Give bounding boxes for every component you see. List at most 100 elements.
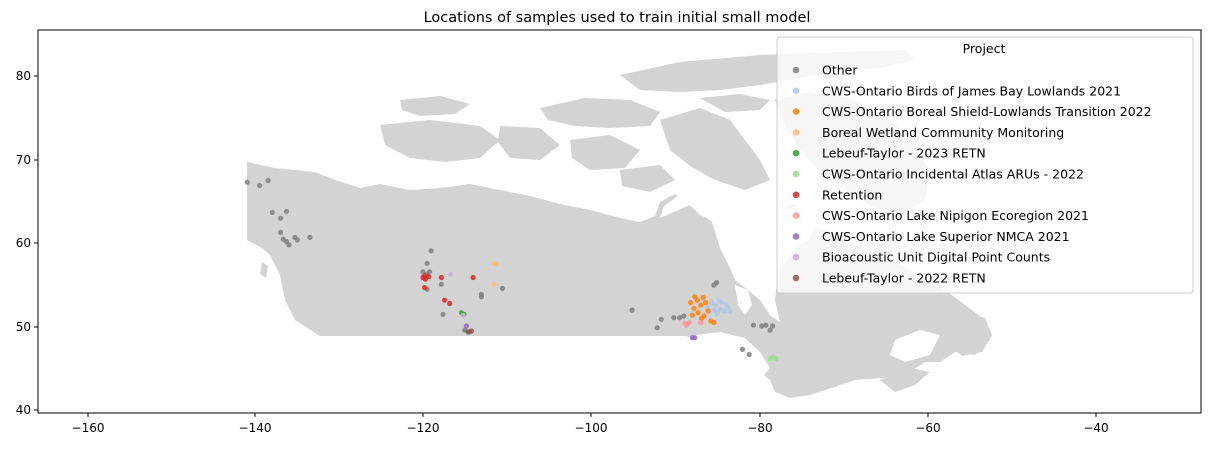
- sample-point: [711, 320, 717, 326]
- sample-point: [695, 310, 701, 316]
- sample-point: [278, 229, 284, 235]
- sample-point: [427, 269, 433, 275]
- sample-point: [716, 298, 722, 304]
- arctic-island: [400, 96, 470, 116]
- legend-marker: [792, 66, 800, 74]
- great-lakes: [690, 332, 770, 380]
- sample-points-layer: [244, 177, 779, 362]
- legend-label: CWS-Ontario Lake Superior NMCA 2021: [822, 229, 1070, 244]
- sample-point: [713, 302, 719, 308]
- arctic-island: [660, 108, 770, 190]
- vancouver-island: [312, 295, 335, 314]
- legend-entries: Other CWS-Ontario Birds of James Bay Lowl…: [792, 63, 1152, 286]
- sample-point: [708, 300, 715, 306]
- legend-box: [776, 36, 1194, 294]
- legend-label: CWS-Ontario Birds of James Bay Lowlands …: [822, 83, 1121, 98]
- x-axis: −160 −140 −120 −100 −80 −60 −40: [72, 413, 1109, 435]
- sample-point: [698, 302, 704, 308]
- legend-label: Other: [822, 63, 858, 78]
- arctic-island: [570, 135, 640, 170]
- y-tick-label: 70: [16, 153, 31, 167]
- sample-point: [770, 354, 777, 360]
- y-tick-label: 40: [16, 403, 31, 417]
- sample-point: [750, 322, 757, 328]
- legend-label: CWS-Ontario Lake Nipigon Ecoregion 2021: [822, 208, 1089, 223]
- sample-point: [705, 308, 711, 314]
- sample-point: [694, 297, 700, 303]
- sample-point: [307, 234, 313, 240]
- sample-point: [727, 309, 733, 315]
- y-tick-label: 50: [16, 320, 31, 334]
- sample-point: [286, 242, 292, 248]
- legend-marker: [792, 274, 800, 282]
- x-tick-label: −60: [915, 421, 940, 435]
- legend-label: Retention: [822, 187, 882, 202]
- sample-point: [688, 300, 694, 306]
- sample-point: [438, 281, 444, 287]
- sample-point: [739, 346, 746, 352]
- legend-marker: [792, 108, 800, 115]
- sample-point: [698, 315, 705, 322]
- x-tick-label: −80: [747, 421, 772, 435]
- sample-point: [460, 312, 466, 318]
- legend-marker: [792, 191, 800, 199]
- legend: Project Other CWS-Ontario Birds of James …: [776, 36, 1194, 294]
- sample-point: [770, 323, 776, 329]
- x-tick-label: −120: [407, 421, 440, 435]
- legend-label: CWS-Ontario Incidental Atlas ARUs - 2022: [822, 167, 1084, 182]
- sample-point: [269, 209, 275, 215]
- sample-point: [447, 300, 453, 307]
- x-tick-label: −100: [575, 421, 608, 435]
- sample-point: [677, 315, 683, 321]
- sample-point: [723, 301, 729, 307]
- sample-point: [654, 325, 660, 331]
- sample-point: [658, 316, 664, 322]
- arctic-island: [540, 98, 660, 128]
- y-axis: 40 50 60 70 80: [16, 69, 38, 417]
- sample-point: [700, 295, 706, 301]
- sample-point: [692, 335, 698, 341]
- sample-point: [491, 281, 497, 287]
- legend-label: CWS-Ontario Boreal Shield-Lowlands Trans…: [822, 104, 1152, 119]
- sample-point: [691, 305, 697, 312]
- legend-label: Bioacoustic Unit Digital Point Counts: [822, 250, 1050, 265]
- legend-marker: [792, 253, 800, 261]
- sample-point: [468, 328, 474, 334]
- legend-label: Lebeuf-Taylor - 2022 RETN: [822, 271, 986, 286]
- sample-point: [470, 274, 476, 281]
- sample-point: [763, 322, 769, 328]
- sample-point: [463, 323, 469, 329]
- haida-gwaii: [260, 262, 268, 278]
- james-bay: [735, 285, 752, 315]
- sample-point: [265, 177, 271, 184]
- sample-point: [671, 315, 677, 321]
- gulf-of-st-lawrence: [890, 330, 940, 362]
- legend-marker: [792, 170, 800, 178]
- sample-point: [420, 274, 426, 281]
- sample-point: [257, 182, 263, 189]
- legend-marker: [792, 149, 800, 157]
- nova-scotia: [880, 368, 930, 392]
- chart-title: Locations of samples used to train initi…: [424, 10, 811, 26]
- y-tick-label: 80: [16, 69, 31, 83]
- sample-point: [478, 294, 484, 300]
- sample-point: [721, 308, 727, 314]
- sample-point: [244, 179, 250, 185]
- sample-point: [703, 300, 709, 306]
- legend-label: Boreal Wetland Community Monitoring: [822, 125, 1064, 140]
- sample-point: [420, 269, 426, 275]
- sample-point: [493, 261, 500, 267]
- sample-point: [442, 297, 448, 303]
- sample-point: [440, 311, 446, 317]
- sample-point: [714, 279, 720, 286]
- sample-point: [447, 271, 454, 277]
- sample-point: [629, 307, 635, 313]
- sample-point: [499, 285, 505, 291]
- sample-point: [424, 260, 430, 266]
- legend-marker: [792, 87, 800, 95]
- sample-point: [689, 312, 695, 318]
- hudson-bay: [660, 190, 815, 322]
- sample-point: [438, 274, 444, 281]
- x-tick-label: −160: [72, 421, 105, 435]
